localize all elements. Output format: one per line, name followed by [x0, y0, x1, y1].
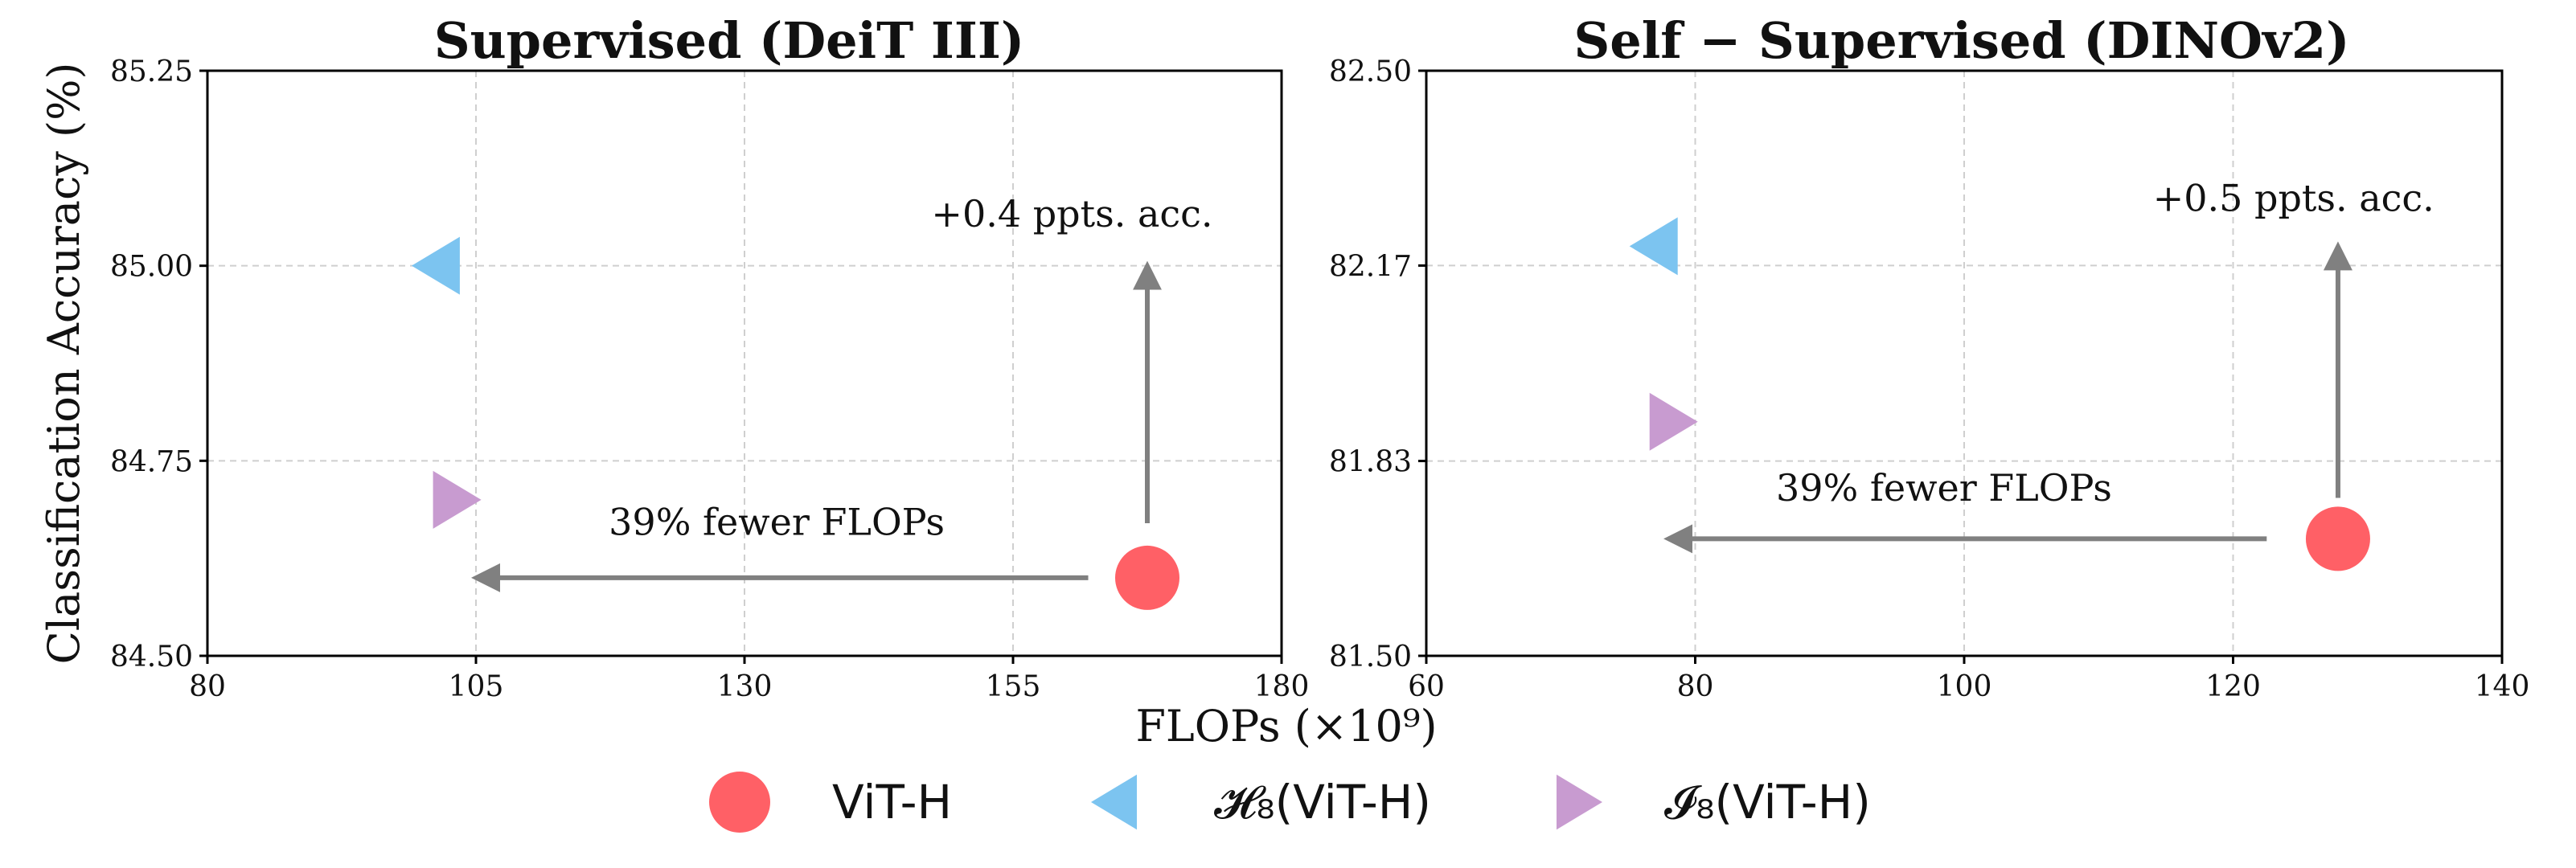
x-tick-label: 60: [1408, 670, 1445, 703]
annotation: +0.5 ppts. acc.: [2153, 177, 2434, 220]
point-vit-h: [2305, 506, 2370, 571]
y-tick-label: 82.50: [1329, 55, 1412, 88]
point-i8-vit-h: [433, 470, 482, 529]
legend: ViT-H 𝓗₈(ViT-H) 𝓘₈(ViT-H): [709, 772, 1871, 833]
annotation: 39% fewer FLOPs: [609, 501, 945, 544]
marks: [1629, 217, 2370, 571]
x-tick-label: 80: [1677, 670, 1714, 703]
annotation: 39% fewer FLOPs: [1776, 466, 2112, 510]
y-axis-label: Classification Accuracy (%): [39, 63, 89, 665]
y-tick-label: 84.50: [110, 641, 193, 674]
x-ticks: 80 105 130 155 180: [189, 656, 1309, 703]
panel-supervised: Supervised (DeiT III) +0.4 ppts. acc. 39%…: [110, 11, 1309, 703]
y-tick-label: 81.50: [1329, 641, 1412, 674]
x-tick-label: 100: [1937, 670, 1992, 703]
x-ticks: 60 80 100 120 140: [1408, 656, 2529, 703]
y-tick-label: 84.75: [110, 445, 193, 478]
annotations: +0.4 ppts. acc. 39% fewer FLOPs: [471, 192, 1213, 592]
point-i8-vit-h: [1649, 392, 1698, 451]
y-tick-label: 85.25: [110, 55, 193, 88]
annotation: +0.4 ppts. acc.: [931, 192, 1212, 235]
legend-marker: [1557, 774, 1602, 830]
x-tick-label: 130: [717, 670, 773, 703]
x-axis-label: FLOPs (×10⁹): [1135, 701, 1437, 751]
panel-title: Supervised (DeiT III): [434, 11, 1024, 70]
x-tick-label: 80: [189, 670, 226, 703]
x-tick-label: 155: [986, 670, 1041, 703]
legend-marker: [709, 772, 770, 833]
marks: [411, 236, 1179, 610]
point-h8-vit-h: [1629, 217, 1678, 276]
legend-label: ViT-H: [832, 775, 952, 829]
legend-label: 𝓗₈(ViT-H): [1214, 775, 1431, 829]
point-vit-h: [1115, 545, 1179, 610]
x-tick-label: 140: [2475, 670, 2530, 703]
x-tick-label: 180: [1254, 670, 1310, 703]
y-tick-label: 81.83: [1329, 446, 1412, 479]
y-tick-label: 85.00: [110, 251, 193, 284]
panel-self-supervised: Self − Supervised (DINOv2) +0.5 ppts. ac…: [1329, 11, 2529, 703]
y-ticks: 81.50 81.83 82.17 82.50: [1329, 55, 1426, 674]
x-tick-label: 120: [2205, 670, 2261, 703]
x-tick-label: 105: [449, 670, 504, 703]
y-ticks: 84.50 84.75 85.00 85.25: [110, 55, 207, 674]
point-h8-vit-h: [411, 236, 460, 295]
y-tick-label: 82.17: [1329, 250, 1412, 283]
annotations: +0.5 ppts. acc. 39% fewer FLOPs: [1663, 177, 2434, 554]
legend-marker: [1091, 774, 1137, 830]
legend-label: 𝓘₈(ViT-H): [1664, 775, 1871, 829]
panel-title: Self − Supervised (DINOv2): [1573, 11, 2349, 70]
